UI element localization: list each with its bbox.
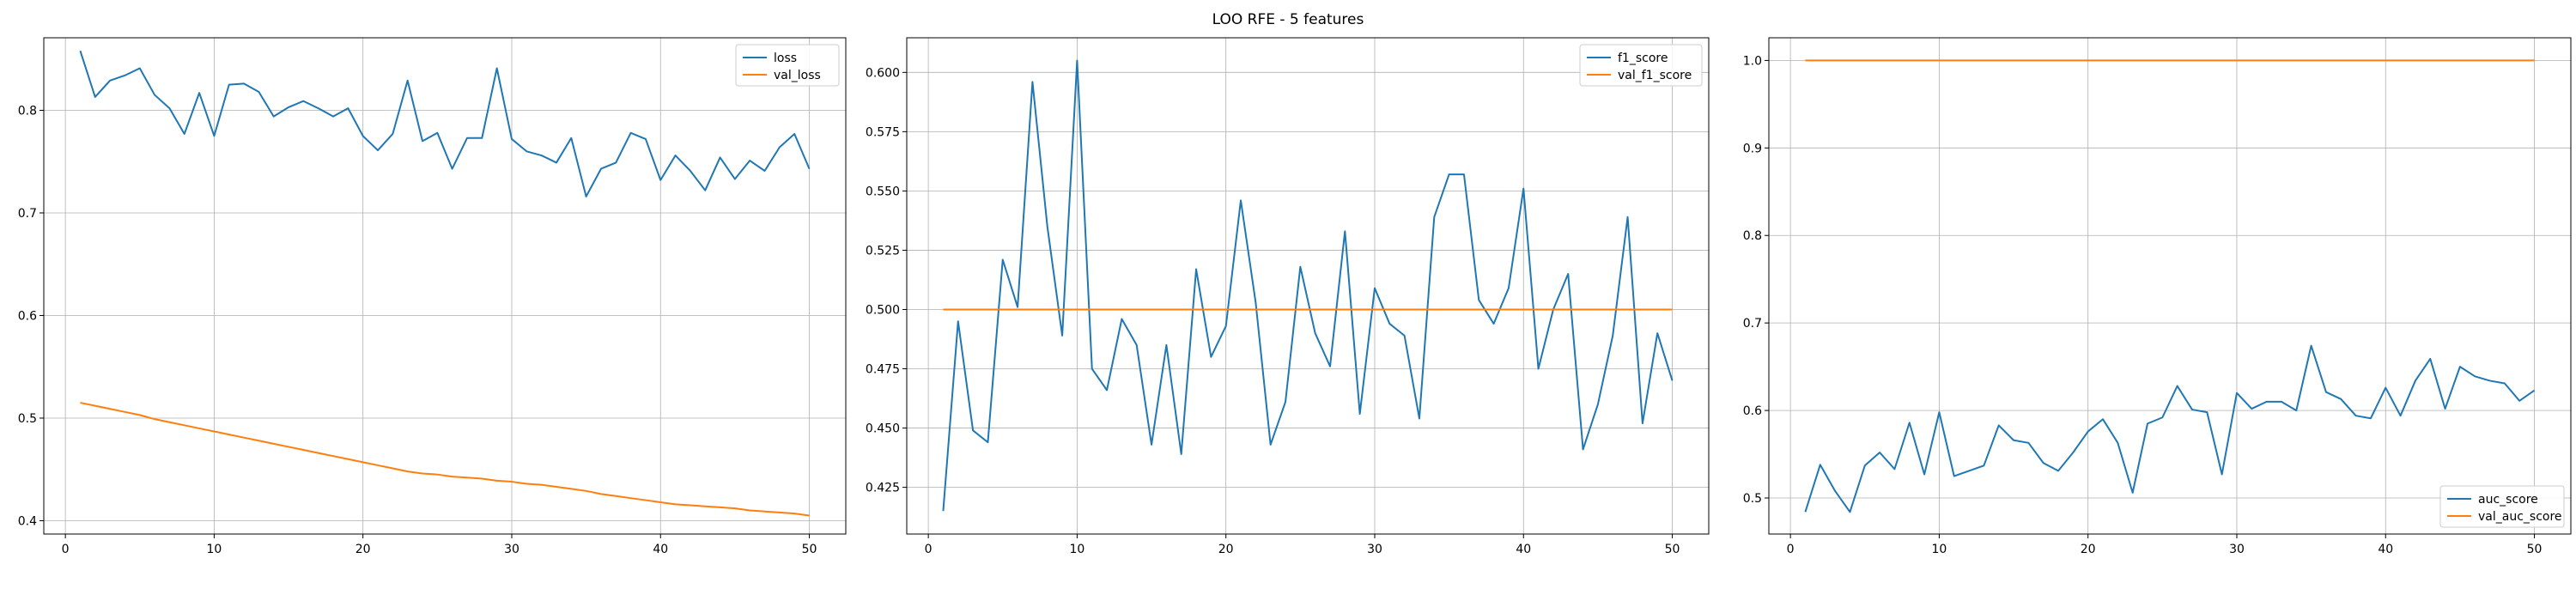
legend-label: f1_score — [1618, 52, 1668, 65]
x-tick-label: 0 — [925, 543, 933, 556]
x-tick-label: 40 — [1516, 543, 1531, 556]
y-tick-label: 0.475 — [866, 363, 900, 377]
y-tick-label: 0.425 — [866, 482, 900, 495]
y-tick-label: 0.4 — [18, 514, 37, 528]
y-tick-label: 0.5 — [1743, 492, 1762, 506]
x-tick-label: 20 — [355, 543, 371, 556]
y-tick-label: 0.450 — [866, 422, 900, 436]
legend-label: auc_score — [2478, 493, 2538, 507]
x-tick-label: 30 — [2229, 543, 2245, 556]
y-tick-label: 0.9 — [1743, 142, 1762, 155]
y-tick-label: 0.525 — [866, 244, 900, 258]
x-tick-label: 50 — [2527, 543, 2543, 556]
y-tick-label: 0.6 — [1743, 404, 1762, 418]
x-tick-label: 10 — [206, 543, 222, 556]
y-tick-label: 0.7 — [18, 207, 37, 221]
legend: auc_score val_auc_score — [2440, 486, 2564, 527]
x-tick-label: 20 — [2081, 543, 2096, 556]
x-tick-label: 0 — [62, 543, 70, 556]
x-tick-label: 40 — [2378, 543, 2393, 556]
legend-label: val_loss — [774, 69, 821, 82]
x-tick-label: 30 — [504, 543, 519, 556]
legend-label: loss — [774, 52, 797, 65]
figure-title: LOO RFE - 5 features — [1212, 11, 1364, 28]
legend-label: val_auc_score — [2478, 510, 2562, 524]
x-tick-label: 50 — [802, 543, 817, 556]
y-tick-label: 0.8 — [1743, 229, 1762, 243]
x-tick-label: 50 — [1665, 543, 1680, 556]
y-tick-label: 0.500 — [866, 303, 900, 317]
x-tick-label: 10 — [1931, 543, 1947, 556]
y-tick-label: 0.8 — [18, 104, 37, 118]
legend: loss val_loss — [736, 45, 839, 86]
x-tick-label: 40 — [653, 543, 668, 556]
y-tick-label: 0.7 — [1743, 317, 1762, 331]
y-tick-label: 0.5 — [18, 412, 37, 426]
y-tick-label: 0.6 — [18, 309, 37, 323]
legend-label: val_f1_score — [1618, 69, 1692, 82]
x-tick-label: 0 — [1787, 543, 1795, 556]
y-tick-label: 0.600 — [866, 66, 900, 80]
y-tick-label: 0.575 — [866, 125, 900, 139]
legend: f1_score val_f1_score — [1580, 45, 1702, 86]
x-tick-label: 30 — [1367, 543, 1382, 556]
x-tick-label: 20 — [1218, 543, 1234, 556]
y-tick-label: 0.550 — [866, 185, 900, 198]
y-tick-label: 1.0 — [1743, 54, 1762, 68]
x-tick-label: 10 — [1069, 543, 1084, 556]
